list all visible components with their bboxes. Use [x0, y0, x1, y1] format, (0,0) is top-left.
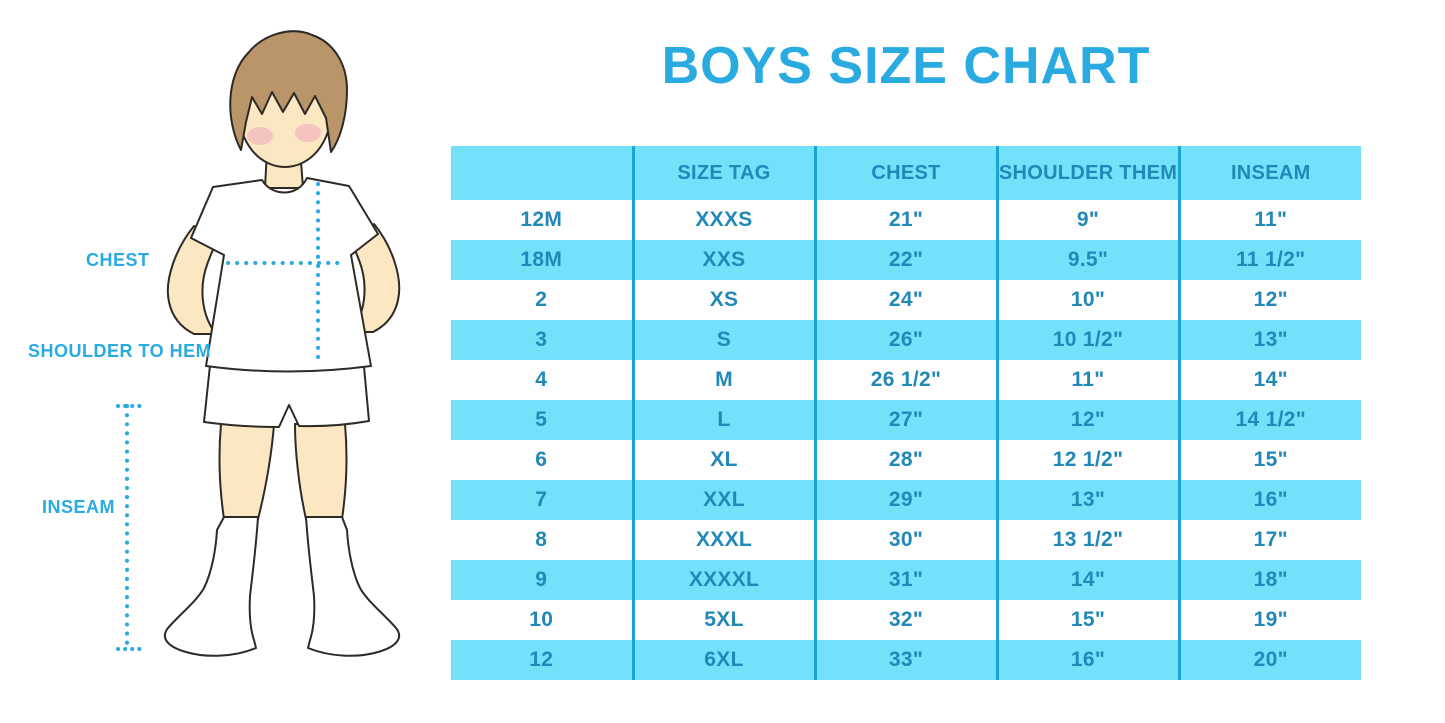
size-cell: 10	[451, 600, 633, 640]
table-cell: 16"	[1177, 480, 1361, 520]
table-cell: S	[631, 320, 815, 360]
table-cell: 13"	[995, 480, 1179, 520]
table-row: 4 M 26 1/2" 11" 14"	[451, 360, 1361, 400]
table-row: 18M XXS 22" 9.5" 11 1/2"	[451, 240, 1361, 280]
table-cell: XL	[631, 440, 815, 480]
table-cell: 9.5"	[995, 240, 1179, 280]
boy-tshirt	[190, 177, 379, 373]
table-cell: 14"	[995, 560, 1179, 600]
table-cell: 30"	[813, 520, 997, 560]
table-cell: 6XL	[631, 640, 815, 680]
table-row: 9 XXXXL 31" 14" 18"	[451, 560, 1361, 600]
size-cell: 2	[451, 280, 633, 320]
table-cell: 16"	[995, 640, 1179, 680]
column-header: SHOULDER THEM	[995, 146, 1179, 200]
table-cell: 9"	[995, 200, 1179, 240]
size-cell: 12	[451, 640, 633, 680]
size-cell: 8	[451, 520, 633, 560]
table-cell: 27"	[813, 400, 997, 440]
column-header: CHEST	[813, 146, 997, 200]
size-cell: 9	[451, 560, 633, 600]
table-cell: XXL	[631, 480, 815, 520]
table-row: 6 XL 28" 12 1/2" 15"	[451, 440, 1361, 480]
size-cell: 5	[451, 400, 633, 440]
table-cell: 12"	[1177, 280, 1361, 320]
column-header	[451, 146, 633, 200]
table-cell: XXXL	[631, 520, 815, 560]
table-cell: 31"	[813, 560, 997, 600]
table-cell: XS	[631, 280, 815, 320]
boy-left-sock	[163, 516, 259, 657]
size-cell: 18M	[451, 240, 633, 280]
table-cell: 10"	[995, 280, 1179, 320]
size-cell: 12M	[451, 200, 633, 240]
boy-left-leg	[218, 423, 276, 520]
table-row: 7 XXL 29" 13" 16"	[451, 480, 1361, 520]
size-table: SIZE TAG CHEST SHOULDER THEM INSEAM 12M XXXS…	[451, 146, 1361, 680]
size-cell: 6	[451, 440, 633, 480]
table-cell: 28"	[813, 440, 997, 480]
page-title: BOYS SIZE CHART	[661, 37, 1151, 95]
shoulder-to-hem-measurement-label: SHOULDER TO HEM	[28, 341, 212, 361]
table-cell: 22"	[813, 240, 997, 280]
table-cell: 11 1/2"	[1177, 240, 1361, 280]
table-row: 12M XXXS 21" 9" 11"	[451, 200, 1361, 240]
table-cell: 13"	[1177, 320, 1361, 360]
table-cell: 14"	[1177, 360, 1361, 400]
size-table-body: 12M XXXS 21" 9" 11" 18M XXS 22" 9.5" 11 1/2" 2 XS 24…	[451, 200, 1361, 680]
table-cell: M	[631, 360, 815, 400]
boy-illustration	[116, 30, 401, 657]
column-header: SIZE TAG	[631, 146, 815, 200]
inseam-measurement-label: INSEAM	[42, 497, 116, 517]
table-row: 2 XS 24" 10" 12"	[451, 280, 1361, 320]
boy-hair	[229, 30, 348, 153]
column-header: INSEAM	[1177, 146, 1361, 200]
table-cell: 17"	[1177, 520, 1361, 560]
table-cell: XXS	[631, 240, 815, 280]
table-cell: 15"	[1177, 440, 1361, 480]
table-cell: 11"	[1177, 200, 1361, 240]
table-row: 3 S 26" 10 1/2" 13"	[451, 320, 1361, 360]
table-cell: 18"	[1177, 560, 1361, 600]
table-cell: 26"	[813, 320, 997, 360]
boy-left-cheek-blush	[247, 127, 273, 145]
boy-shorts	[203, 355, 370, 428]
table-row: 5 L 27" 12" 14 1/2"	[451, 400, 1361, 440]
table-row: 12 6XL 33" 16" 20"	[451, 640, 1361, 680]
size-cell: 4	[451, 360, 633, 400]
table-cell: 14 1/2"	[1177, 400, 1361, 440]
table-cell: XXXS	[631, 200, 815, 240]
table-cell: 20"	[1177, 640, 1361, 680]
chest-measurement-label: CHEST	[86, 250, 150, 270]
boy-right-arm	[350, 223, 401, 333]
table-cell: XXXXL	[631, 560, 815, 600]
table-cell: 24"	[813, 280, 997, 320]
size-table-header-row: SIZE TAG CHEST SHOULDER THEM INSEAM	[451, 146, 1361, 200]
table-cell: 12 1/2"	[995, 440, 1179, 480]
table-cell: 13 1/2"	[995, 520, 1179, 560]
table-cell: 19"	[1177, 600, 1361, 640]
boy-right-cheek-blush	[295, 124, 321, 142]
table-cell: 32"	[813, 600, 997, 640]
table-cell: 5XL	[631, 600, 815, 640]
table-cell: 26 1/2"	[813, 360, 997, 400]
table-cell: 21"	[813, 200, 997, 240]
table-cell: 11"	[995, 360, 1179, 400]
table-cell: 29"	[813, 480, 997, 520]
table-row: 10 5XL 32" 15" 19"	[451, 600, 1361, 640]
table-cell: L	[631, 400, 815, 440]
table-cell: 12"	[995, 400, 1179, 440]
boy-right-sock	[305, 516, 401, 657]
table-cell: 33"	[813, 640, 997, 680]
table-cell: 15"	[995, 600, 1179, 640]
boy-right-leg	[293, 423, 348, 520]
table-row: 8 XXXL 30" 13 1/2" 17"	[451, 520, 1361, 560]
size-cell: 7	[451, 480, 633, 520]
size-cell: 3	[451, 320, 633, 360]
boy-left-arm	[166, 225, 217, 335]
table-cell: 10 1/2"	[995, 320, 1179, 360]
